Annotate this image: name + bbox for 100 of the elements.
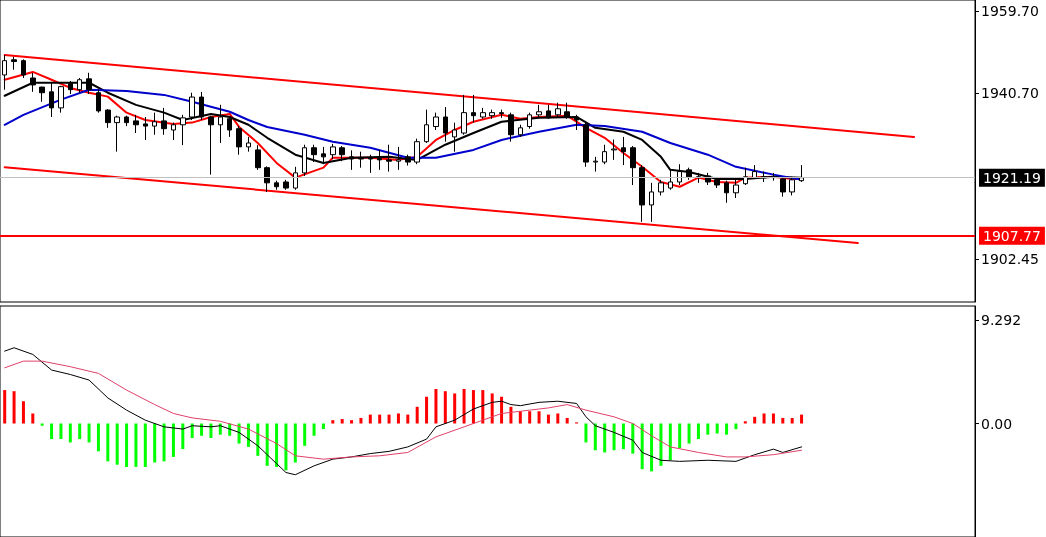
bar [603,423,607,453]
candlestick [639,164,645,223]
candlestick [274,180,279,191]
bar [509,406,513,424]
bar [621,423,625,450]
bar [359,417,363,424]
candlestick [414,138,420,165]
candlestick [283,179,289,191]
bar [96,423,100,452]
bar [640,423,644,470]
bar [762,413,766,424]
bar [434,388,438,424]
candlestick [536,104,542,118]
bar [584,423,588,443]
candlestick [161,107,167,136]
bar [303,423,307,446]
candlestick [255,144,261,171]
y-tick-label: 9.292 [981,312,1022,329]
candlestick [461,94,467,136]
candlestick [180,114,186,146]
bar [771,413,775,424]
bar [209,423,213,438]
candlestick [143,116,148,141]
candlestick [368,154,373,174]
bar [50,423,54,440]
bar [528,411,532,424]
ref-line-label: 1907.77 [983,227,1041,244]
bar [481,390,485,424]
bar [378,414,382,424]
bar [565,417,569,424]
bar [3,390,7,424]
bar [153,423,157,463]
bar [800,414,804,424]
candlestick [321,146,326,165]
candlestick [377,149,382,171]
candlestick [386,144,392,173]
bar [368,414,372,424]
candlestick [621,136,626,166]
candlestick [433,112,439,131]
candlestick [452,122,457,153]
candlestick [489,109,495,120]
candlestick [780,177,786,198]
bar [181,423,185,450]
candlestick [264,165,270,193]
candlestick [396,146,401,171]
candlestick [658,179,664,196]
bar [387,414,391,424]
candlestick [311,144,317,163]
bar [443,391,447,424]
candlestick [358,151,364,169]
candlestick [564,102,570,120]
bar [471,390,475,424]
candlestick [518,124,523,138]
bar [631,423,635,454]
bar [706,423,710,435]
candlestick [105,108,111,129]
bar [556,413,560,424]
bar [68,423,72,443]
candlestick [58,85,64,114]
candlestick [21,58,26,79]
bar [171,423,175,457]
bar [293,423,297,463]
bar [143,423,147,467]
bar [725,423,729,435]
bar [284,423,288,471]
bar [406,414,410,424]
candlestick [480,107,486,120]
bar [659,423,663,466]
bar [59,423,63,440]
y-tick-label: 1940.70 [981,85,1039,102]
bar [125,423,129,467]
bar [312,423,316,436]
candlestick [246,136,251,153]
candlestick [602,144,607,165]
bar [790,417,794,424]
bar [350,420,354,424]
bar [396,413,400,424]
line-series [4,347,803,476]
bar [715,423,719,434]
candlestick [330,143,336,160]
ref-line-label: 1921.19 [983,169,1041,186]
y-tick-label: 1902.45 [981,250,1039,267]
line-series [4,360,803,460]
candlestick [611,139,617,161]
bar [78,423,82,440]
bar [115,423,119,465]
candlestick [527,112,532,130]
candlestick [443,106,448,143]
candlestick [171,122,176,141]
candlestick [574,114,579,131]
bar [275,423,279,467]
candlestick [583,121,589,168]
bar [500,396,504,424]
bar [462,388,466,424]
bar [696,423,700,440]
bar [743,421,747,424]
candlestick [339,145,345,162]
candlestick [649,182,654,223]
candlestick [133,114,139,134]
bar [134,423,138,467]
